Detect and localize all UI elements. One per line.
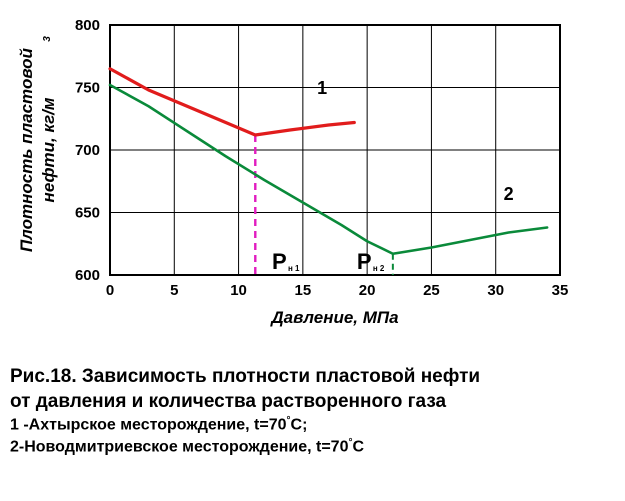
series-label-2: 2 — [504, 184, 514, 204]
x-tick-label: 0 — [106, 282, 114, 299]
y-tick-label: 800 — [75, 17, 100, 34]
x-tick-label: 5 — [170, 282, 178, 299]
y-tick-label: 750 — [75, 80, 100, 97]
x-tick-label: 10 — [230, 282, 247, 299]
caption-legend-2: 2-Новодмитриевское месторождение, t=70°С — [10, 436, 610, 458]
series-label-1: 1 — [317, 78, 327, 98]
x-tick-label: 15 — [295, 282, 312, 299]
page: 0 5 10 15 20 25 30 35 600 650 700 750 800 Давление, М… — [0, 0, 625, 501]
x-tick-label: 30 — [487, 282, 504, 299]
axis-marker-main: Р — [272, 249, 287, 274]
axis-marker-sub: н 2 — [373, 264, 385, 273]
y-tick-label: 650 — [75, 205, 100, 222]
y-axis-label: нефти, кг/м — [39, 97, 58, 202]
axis-marker-sub: н 1 — [288, 264, 300, 273]
chart-svg: 0 5 10 15 20 25 30 35 600 650 700 750 800 Давление, М… — [10, 5, 610, 335]
chart: 0 5 10 15 20 25 30 35 600 650 700 750 800 Давление, М… — [10, 5, 610, 335]
x-axis-label: Давление, МПа — [269, 308, 398, 327]
caption-legend-1: 1 -Ахтырское месторождение, t=70°С; — [10, 414, 610, 436]
y-tick-label: 600 — [75, 267, 100, 284]
x-tick-label: 25 — [423, 282, 440, 299]
caption-title-line1: Рис.18. Зависимость плотности пластовой … — [10, 365, 610, 390]
y-axis-unit-sup: 3 — [42, 36, 53, 42]
y-tick-label: 700 — [75, 142, 100, 159]
x-tick-label: 35 — [552, 282, 569, 299]
caption-title-line2: от давления и количества растворенного г… — [10, 390, 610, 415]
series-2 — [110, 85, 547, 254]
axis-marker-main: Р — [357, 249, 372, 274]
y-axis-label: Плотность пластовой — [17, 47, 36, 251]
figure-caption: Рис.18. Зависимость плотности пластовой … — [10, 365, 610, 458]
x-tick-label: 20 — [359, 282, 376, 299]
